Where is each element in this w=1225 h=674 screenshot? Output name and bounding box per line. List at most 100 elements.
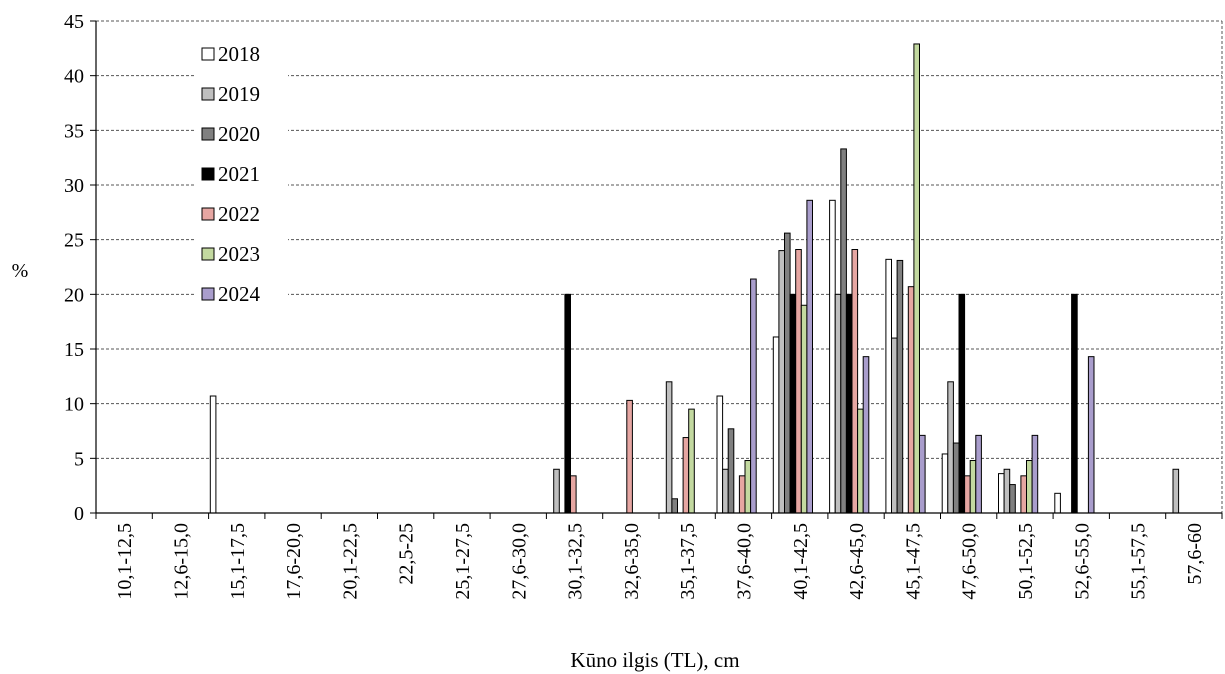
x-tick-label: 57,6-60: [1184, 523, 1206, 585]
x-tick-label: 47,6-50,0: [959, 523, 981, 600]
x-tick-label: 10,1-12,5: [114, 523, 136, 600]
legend-label: 2023: [218, 242, 260, 266]
bar-2020: [840, 148, 847, 514]
legend-swatch: [201, 167, 215, 181]
legend-label: 2024: [218, 282, 261, 306]
x-tick-label: 40,1-42,5: [790, 523, 812, 600]
bar-2020: [952, 442, 960, 514]
bar-2019: [665, 381, 673, 514]
bar-2018: [1054, 492, 1061, 514]
bar-2023: [1026, 460, 1033, 514]
legend-label: 2019: [218, 82, 260, 106]
legend-swatch: [201, 47, 215, 61]
legend-swatch: [201, 247, 215, 261]
y-tick-label: 10: [64, 394, 84, 416]
x-tick-label: 35,1-37,5: [677, 523, 699, 600]
bar-2024: [750, 278, 757, 514]
bar-2019: [891, 337, 898, 514]
bar-2019: [722, 468, 729, 514]
y-tick-labels: 0 5 10 15 20 25 30 35 40 45: [64, 11, 84, 525]
x-tick-label: 52,6-55,0: [1071, 523, 1093, 600]
y-tick-label: 15: [64, 339, 84, 361]
bar-2019: [778, 250, 786, 514]
x-tick-label: 45,1-47,5: [902, 523, 924, 600]
bar-2023: [688, 408, 695, 514]
bar-2021: [789, 293, 797, 514]
x-axis-label: Kūno ilgis (TL), cm: [570, 648, 739, 672]
bar-2022: [795, 249, 802, 514]
bar-2023: [913, 43, 921, 514]
bar-2019: [1003, 468, 1011, 514]
y-tick-label: 35: [64, 120, 84, 142]
y-tick-label: 5: [74, 448, 84, 470]
bar-2019: [1172, 468, 1180, 514]
y-tick-label: 30: [64, 175, 84, 197]
x-tick-label: 12,6-15,0: [170, 523, 192, 600]
bar-2024: [975, 434, 982, 514]
legend: 2018 2019 2020 2021 2022 2023 2024: [196, 36, 288, 312]
bar-2018: [772, 336, 780, 514]
axes: [90, 20, 1223, 519]
bar-2018: [829, 199, 836, 514]
legend-swatch: [201, 287, 215, 301]
bar-2024: [919, 434, 926, 514]
x-tick-label: 50,1-52,5: [1015, 523, 1037, 600]
x-tick-label: 25,1-27,5: [452, 523, 474, 600]
legend-swatch: [201, 87, 215, 101]
x-tick-label: 55,1-57,5: [1128, 523, 1150, 600]
y-tick-label: 40: [64, 66, 84, 88]
bar-2022: [964, 475, 971, 514]
x-tick-label: 15,1-17,5: [227, 523, 249, 600]
y-axis-label: %: [12, 260, 29, 282]
bar-2020: [727, 428, 735, 514]
bar-2018: [716, 395, 724, 514]
legend-swatch: [201, 127, 215, 141]
x-tick-label: 30,1-32,5: [565, 523, 587, 600]
bar-2024: [1031, 434, 1039, 514]
x-tick-label: 27,6-30,0: [508, 523, 530, 600]
x-tick-label: 32,6-35,0: [621, 523, 643, 600]
legend-label: 2020: [218, 122, 260, 146]
x-tick-label: 17,6-20,0: [283, 523, 305, 600]
bar-2021: [564, 293, 572, 514]
legend-label: 2022: [218, 202, 260, 226]
bar-2023: [744, 460, 752, 514]
bar-2018: [885, 258, 893, 514]
bar-2022: [626, 399, 633, 514]
bar-2020: [671, 498, 679, 514]
bar-2018: [209, 395, 217, 514]
y-tick-label: 0: [74, 503, 84, 525]
bar-2018: [941, 453, 949, 514]
bar-2019: [553, 468, 560, 514]
legend-label: 2018: [218, 42, 260, 66]
legend-swatch: [201, 207, 215, 221]
bar-2023: [800, 304, 808, 514]
bar-2021: [958, 293, 966, 514]
bar-2022: [1020, 475, 1028, 514]
bar-2021: [1071, 293, 1078, 514]
x-tick-label: 20,1-22,5: [339, 523, 361, 600]
bar-2023: [969, 460, 977, 514]
bar-2019: [834, 293, 842, 514]
x-tick-label: 22,5-25: [396, 523, 418, 585]
bar-2024: [862, 356, 870, 514]
bar-2019: [947, 381, 954, 514]
bar-2024: [1087, 356, 1095, 514]
bar-2022: [907, 286, 915, 514]
bar-2020: [784, 232, 791, 514]
bar-2022: [682, 437, 690, 514]
bar-2021: [845, 293, 853, 514]
bar-2020: [1009, 484, 1016, 514]
y-tick-label: 20: [64, 284, 84, 306]
bar-2022: [851, 249, 859, 514]
legend-label: 2021: [218, 162, 260, 186]
bar-2023: [857, 408, 864, 514]
bar-2024: [806, 199, 814, 514]
bar-2022: [738, 475, 746, 514]
bars: [209, 43, 1180, 514]
bar-2018: [998, 473, 1005, 514]
y-tick-label: 25: [64, 230, 84, 252]
bar-2022: [570, 475, 577, 514]
bar-2020: [896, 259, 904, 514]
